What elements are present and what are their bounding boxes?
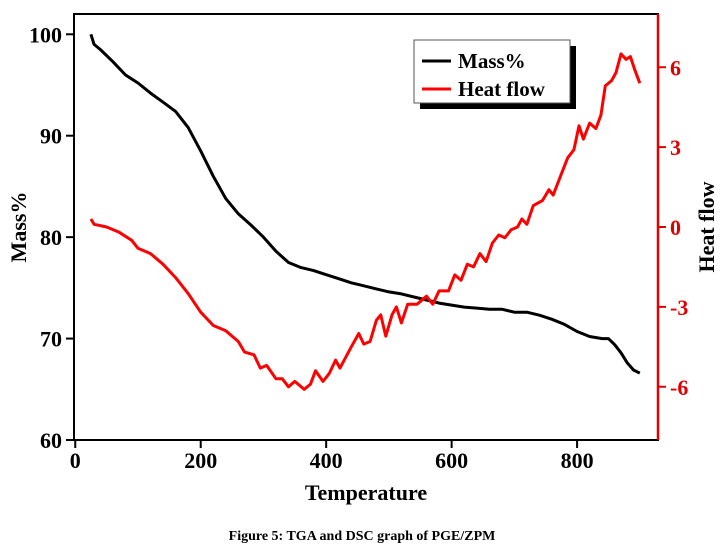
x-tick-label: 800 bbox=[561, 448, 594, 473]
legend-label-heat: Heat flow bbox=[458, 77, 546, 101]
figure-caption: Figure 5: TGA and DSC graph of PGE/ZPM bbox=[229, 529, 496, 544]
x-axis-title: Temperature bbox=[305, 480, 427, 505]
heat-flow-series-line bbox=[89, 52, 642, 391]
x-tick-label: 600 bbox=[435, 448, 468, 473]
x-tick-label: 200 bbox=[184, 448, 217, 473]
legend-box bbox=[413, 39, 571, 104]
y2-tick-label: -6 bbox=[670, 375, 688, 400]
y2-tick-label: 0 bbox=[670, 215, 681, 240]
legend-label-mass: Mass% bbox=[458, 49, 526, 73]
y-tick-label: 70 bbox=[40, 327, 62, 352]
y2-tick-label: -3 bbox=[670, 295, 688, 320]
y-tick-label: 100 bbox=[29, 22, 62, 47]
mass-series-line bbox=[89, 33, 641, 375]
legend: Mass% Heat flow bbox=[413, 39, 576, 109]
y2-tick-label: 6 bbox=[670, 55, 681, 80]
y-tick-label: 60 bbox=[40, 428, 62, 453]
x-tick-label: 400 bbox=[310, 448, 343, 473]
y2-axis-title: Heat flow bbox=[694, 181, 719, 272]
y2-tick-label: 3 bbox=[670, 135, 681, 160]
y-axis-title: Mass% bbox=[6, 192, 31, 263]
x-tick-label: 0 bbox=[70, 448, 81, 473]
y-tick-label: 80 bbox=[40, 225, 62, 250]
y-tick-label: 90 bbox=[40, 124, 62, 149]
